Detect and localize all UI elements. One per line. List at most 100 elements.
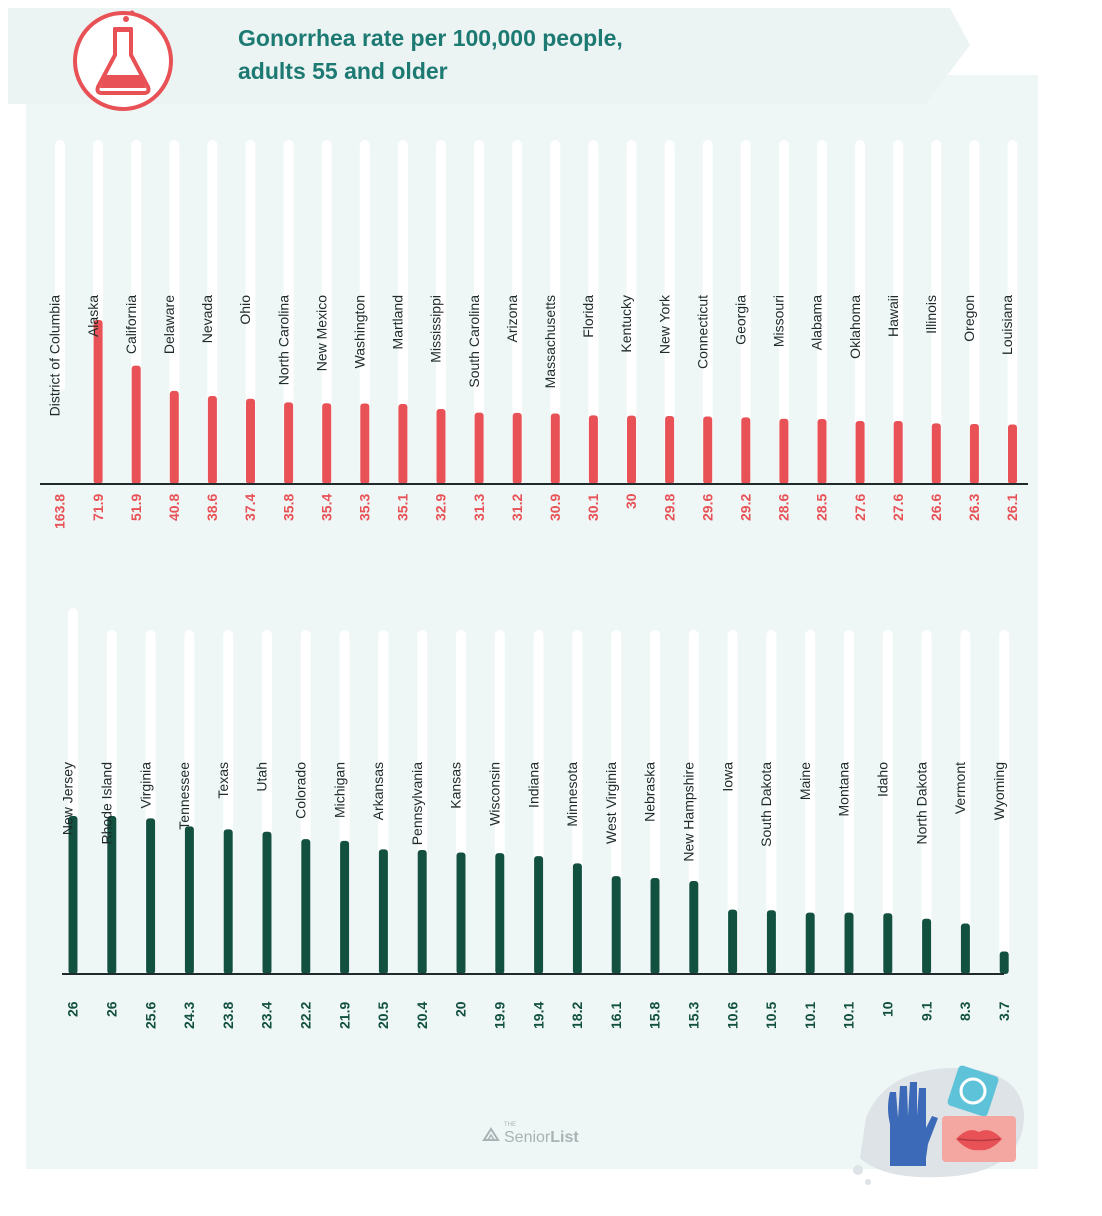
bar: [588, 415, 598, 484]
bar: [398, 403, 408, 484]
category-label: New Mexico: [313, 295, 329, 371]
bar: [572, 863, 582, 974]
value-label: 27.6: [852, 494, 868, 521]
value-label: 38.6: [204, 494, 220, 521]
value-label: 3.7: [996, 1001, 1012, 1021]
bar-track: [766, 630, 777, 974]
title-banner-shape: [8, 8, 970, 104]
logo-word-list: List: [550, 1129, 579, 1146]
bar: [436, 408, 446, 484]
value-label: 18.2: [569, 1002, 585, 1029]
bar: [883, 913, 893, 974]
bar: [665, 416, 675, 484]
bar: [817, 418, 827, 484]
glove-icon: [888, 1082, 938, 1166]
value-label: 31.2: [509, 494, 525, 521]
category-label: Florida: [580, 295, 596, 338]
bar: [169, 390, 179, 484]
bar: [999, 951, 1009, 974]
logo-wordmark: SeniorList: [504, 1129, 579, 1147]
bar-track: [512, 140, 523, 484]
bar-track: [960, 630, 971, 974]
category-label: Delaware: [161, 295, 177, 354]
category-label: Illinois: [923, 295, 939, 334]
value-label: 20.4: [414, 1002, 430, 1029]
category-label: Kentucky: [618, 295, 634, 353]
bar: [146, 818, 156, 974]
bar-track: [727, 630, 738, 974]
bar-track: [1007, 140, 1018, 484]
value-label: 51.9: [128, 494, 144, 521]
bar: [550, 413, 560, 484]
bar-track: [921, 630, 932, 974]
category-label: New York: [656, 294, 672, 354]
category-label: New Jersey: [60, 762, 76, 835]
value-label: 10.5: [763, 1002, 779, 1029]
category-label: Kansas: [448, 762, 464, 809]
value-label: 22.2: [298, 1002, 314, 1029]
bar-track: [999, 630, 1010, 974]
category-label: Hawaii: [885, 295, 901, 337]
chart-bottom: New Jersey 26 Rhode Island 26 Virginia 25.6 Te…: [60, 608, 1012, 1029]
value-label: 26: [104, 1001, 120, 1017]
condom-icon: [947, 1065, 999, 1117]
value-label: 20.5: [375, 1002, 391, 1029]
category-label: North Carolina: [275, 295, 291, 385]
bar-track: [474, 140, 485, 484]
bar: [922, 918, 932, 974]
category-label: Connecticut: [694, 295, 710, 369]
bar: [340, 840, 350, 974]
value-label: 28.5: [814, 494, 830, 521]
bar: [741, 417, 751, 484]
value-label: 21.9: [336, 1002, 352, 1029]
bar: [107, 816, 117, 974]
bar-track: [855, 140, 866, 484]
value-label: 25.6: [142, 1002, 158, 1029]
bar: [360, 403, 370, 484]
value-label: 35.8: [280, 494, 296, 521]
category-label: Iowa: [719, 762, 735, 792]
chart-panel: [26, 75, 1038, 1169]
bar: [855, 421, 865, 484]
bar-track: [626, 140, 637, 484]
bar-track: [664, 140, 675, 484]
value-label: 15.8: [647, 1002, 663, 1029]
value-label: 29.2: [738, 494, 754, 521]
category-label: Minnesota: [564, 762, 580, 827]
category-label: Georgia: [733, 295, 749, 345]
category-label: Missouri: [771, 295, 787, 347]
category-label: Arkansas: [370, 762, 386, 820]
value-label: 32.9: [433, 494, 449, 521]
bar: [378, 849, 388, 974]
category-label: Vermont: [952, 762, 968, 814]
value-label: 27.6: [890, 494, 906, 521]
category-label: Maine: [797, 762, 813, 800]
bar: [207, 395, 217, 484]
bar: [246, 398, 255, 484]
bar-track: [893, 140, 904, 484]
category-label: Ohio: [237, 295, 253, 325]
bar-track: [805, 630, 816, 974]
category-label: Indiana: [525, 762, 541, 808]
value-label: 26.1: [1004, 494, 1020, 521]
value-label: 16.1: [608, 1002, 624, 1029]
bar: [456, 852, 466, 974]
bar: [805, 912, 815, 974]
value-label: 9.1: [918, 1001, 934, 1021]
logo-word-senior: Senior: [504, 1129, 551, 1146]
bar-track: [397, 140, 408, 484]
category-label: Nevada: [199, 295, 215, 343]
bar: [960, 923, 970, 974]
bar: [93, 320, 103, 484]
category-label: West Virginia: [603, 762, 619, 844]
value-label: 30.1: [585, 494, 601, 521]
value-label: 35.1: [395, 494, 411, 521]
bar-track: [969, 140, 980, 484]
bar: [728, 909, 738, 974]
category-label: Nebraska: [642, 762, 658, 822]
bar-track: [931, 140, 942, 484]
category-label: Michigan: [331, 762, 347, 818]
value-label: 26.3: [966, 494, 982, 521]
category-label: New Hampshire: [681, 762, 697, 862]
value-label: 31.3: [471, 494, 487, 521]
